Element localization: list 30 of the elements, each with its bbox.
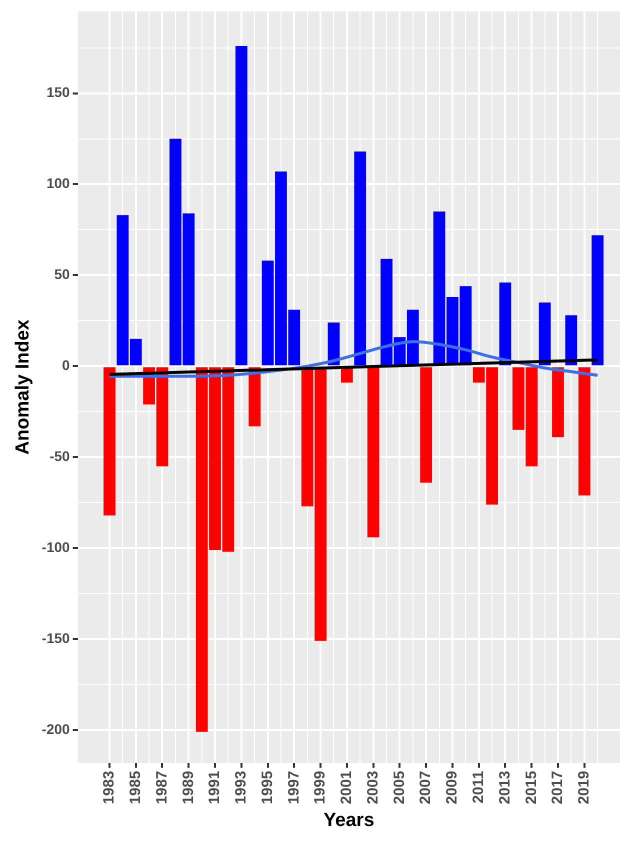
- y-tick-label: -200: [42, 720, 70, 737]
- y-tick-label: 0: [62, 357, 70, 374]
- x-tick-label: 1987: [153, 770, 170, 804]
- x-tick-label: 1993: [232, 770, 250, 804]
- x-tick-label: 2019: [576, 770, 593, 804]
- x-tick-label: 1997: [285, 770, 302, 804]
- y-axis-title: Anomaly Index: [12, 319, 34, 455]
- x-tick-label: 2009: [444, 770, 461, 804]
- y-tick-label: 50: [54, 266, 70, 282]
- y-tick-label: 100: [46, 175, 70, 192]
- x-tick-label: 2003: [364, 770, 382, 804]
- x-tick-label: 2017: [549, 770, 566, 804]
- x-axis-title: Years: [324, 810, 374, 831]
- y-tick-label: -150: [42, 630, 70, 646]
- x-tick-label: 1999: [312, 770, 329, 804]
- x-tick-label: 2001: [338, 770, 356, 804]
- y-tick-label: 150: [46, 84, 70, 100]
- x-tick-label: 1985: [127, 770, 144, 804]
- x-tick-label: 2013: [496, 770, 514, 804]
- x-tick-label: 2011: [470, 770, 487, 804]
- x-tick-label: 1989: [180, 770, 197, 804]
- x-tick-label: 2015: [522, 770, 540, 804]
- x-tick-label: 1983: [100, 770, 118, 804]
- line-series: [108, 340, 600, 378]
- x-tick-label: 2007: [417, 770, 434, 804]
- x-tick-label: 1995: [258, 770, 276, 804]
- y-tick-label: -50: [50, 448, 70, 464]
- y-tick-label: -100: [42, 538, 70, 555]
- x-tick-label: 1991: [206, 770, 224, 804]
- x-tick-label: 2005: [390, 770, 408, 804]
